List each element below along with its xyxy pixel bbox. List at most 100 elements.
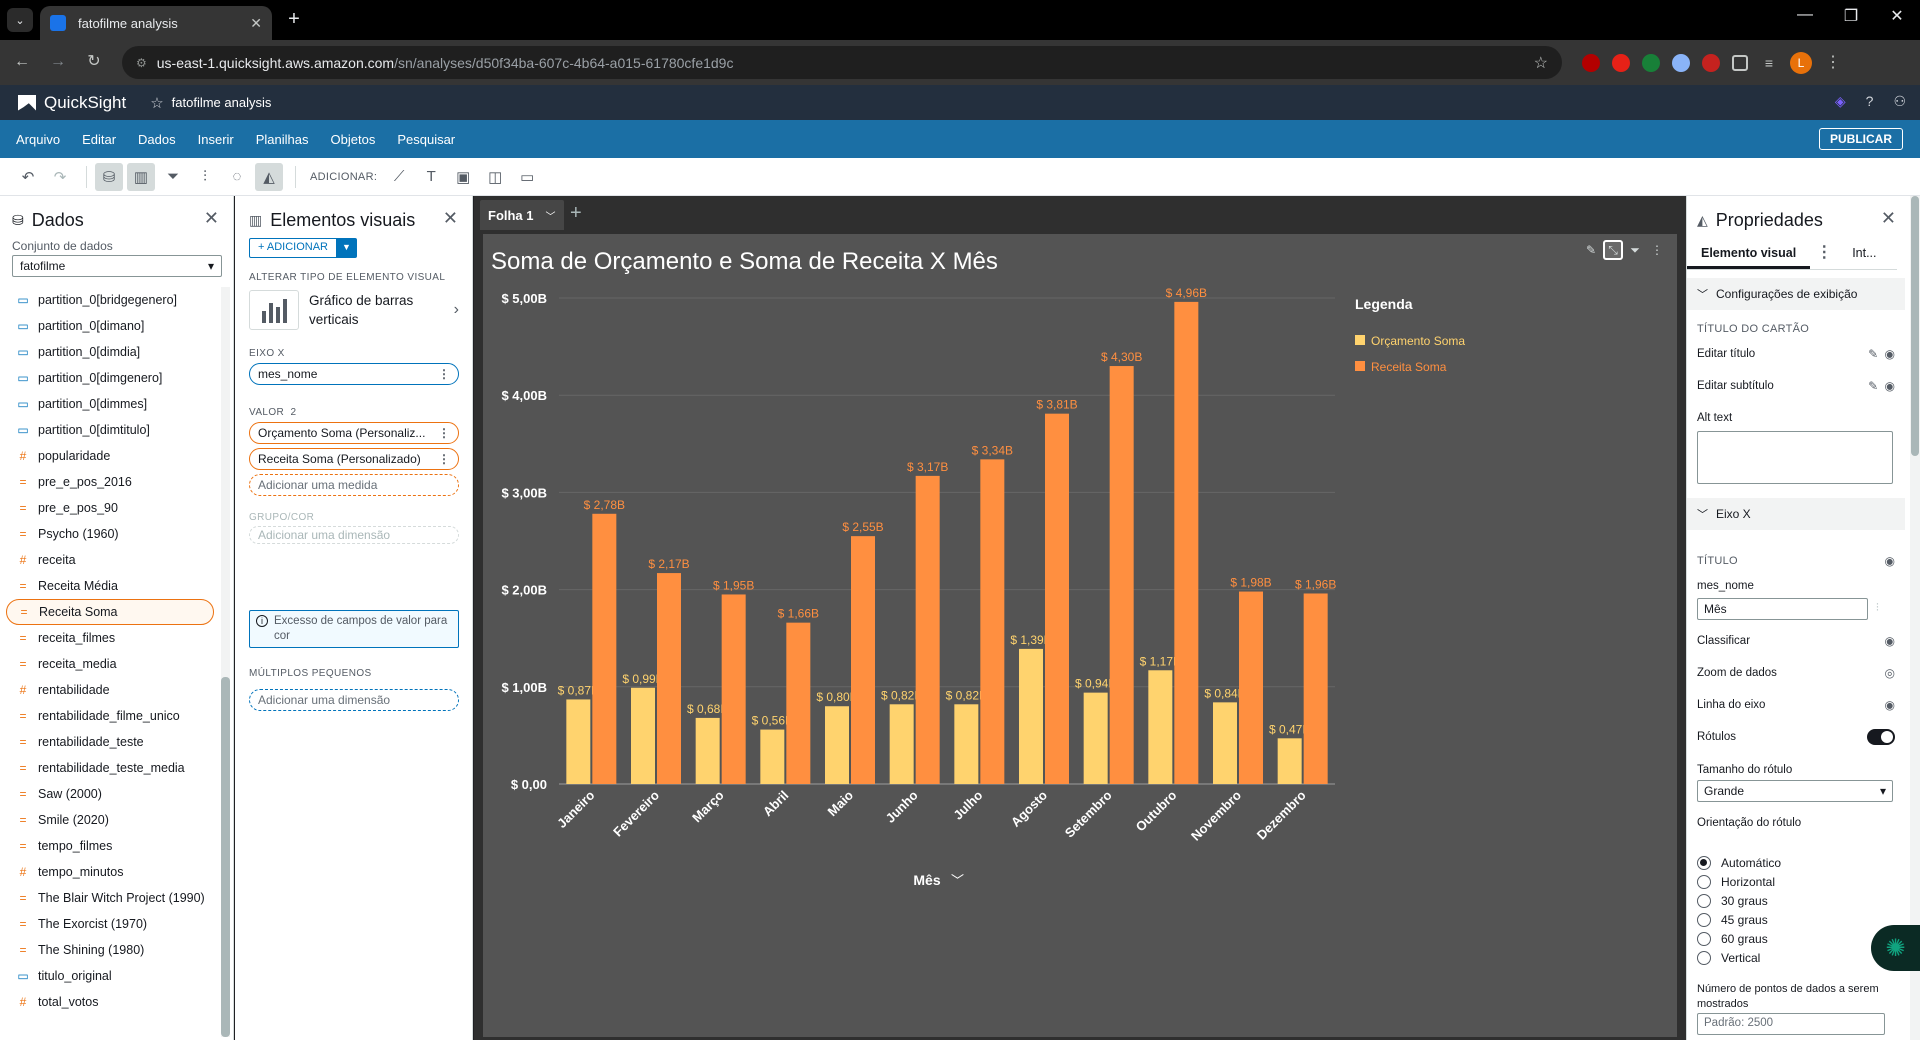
field-item[interactable]: = receita_filmes <box>6 625 214 651</box>
field-menu-icon[interactable]: ⋮ <box>438 426 450 440</box>
tab-visual[interactable]: Elemento visual <box>1687 242 1811 269</box>
field-item[interactable]: = pre_e_pos_2016 <box>6 469 214 495</box>
orientation-radio[interactable]: 45 graus <box>1697 913 1768 927</box>
eye-icon[interactable]: ◉ <box>1884 634 1895 648</box>
insights-icon[interactable]: ◌ <box>232 168 242 185</box>
parameters-icon[interactable]: ⫶ <box>203 168 207 185</box>
minimize-window-button[interactable]: — <box>1797 6 1813 23</box>
pencil-icon[interactable]: ✎ <box>1868 379 1879 393</box>
add-text-icon[interactable]: T <box>426 168 436 185</box>
radio-button[interactable] <box>1697 932 1711 946</box>
field-item[interactable]: ▭ partition_0[dimtitulo] <box>6 417 214 443</box>
undo-icon[interactable]: ↶ <box>21 168 35 186</box>
assistant-floating-button[interactable]: ✺ <box>1871 925 1920 971</box>
properties-pane-icon[interactable]: ◭ <box>255 162 283 191</box>
x-axis-section[interactable]: ﹀ Eixo X <box>1687 498 1905 530</box>
caret-down-icon[interactable]: ▼ <box>337 238 357 258</box>
add-visual-icon[interactable]: ⟋ <box>393 168 405 185</box>
add-control-icon[interactable]: ▭ <box>520 168 535 186</box>
field-item[interactable]: = Psycho (1960) <box>6 521 214 547</box>
field-item[interactable]: ▭ partition_0[dimdia] <box>6 339 214 365</box>
field-item[interactable]: = The Shining (1980) <box>6 937 214 963</box>
labels-toggle[interactable] <box>1867 729 1895 745</box>
add-small-multiples-dimension[interactable]: Adicionar uma dimensão <box>249 689 459 711</box>
field-item[interactable]: ▭ partition_0[dimmes] <box>6 391 214 417</box>
orientation-radio[interactable]: 30 graus <box>1697 894 1768 908</box>
eye-off-icon[interactable]: ◎ <box>1884 666 1895 680</box>
field-item[interactable]: = rentabilidade_teste_media <box>6 755 214 781</box>
redo-icon[interactable]: ↷ <box>53 168 67 186</box>
filter-icon[interactable]: ⏷ <box>166 168 179 185</box>
block-extension-icon[interactable] <box>1702 53 1720 72</box>
radio-button[interactable] <box>1697 875 1711 889</box>
field-item[interactable]: = rentabilidade_teste <box>6 729 214 755</box>
field-item[interactable]: # total_votos <box>6 989 214 1015</box>
field-item[interactable]: = The Blair Witch Project (1990) <box>6 885 214 911</box>
close-tab-icon[interactable]: ✕ <box>250 14 262 31</box>
eye-icon[interactable]: ◉ <box>1884 379 1895 393</box>
ublock-extension-icon[interactable] <box>1582 53 1600 72</box>
field-item[interactable]: # receita <box>6 547 214 573</box>
back-button[interactable]: ← <box>14 53 30 70</box>
restore-window-button[interactable]: ❐ <box>1843 8 1859 25</box>
sheet-tab[interactable]: Folha 1 ﹀ <box>480 200 564 230</box>
menu-pesquisar[interactable]: Pesquisar <box>397 131 456 147</box>
field-item[interactable]: = rentabilidade_filme_unico <box>6 703 214 729</box>
format-visual-icon[interactable]: ✎ <box>1585 243 1597 257</box>
field-item[interactable]: # tempo_minutos <box>6 859 214 885</box>
properties-scrollbar[interactable] <box>1910 196 1920 1040</box>
field-item[interactable]: # rentabilidade <box>6 677 214 703</box>
add-measure-drop-target[interactable]: Adicionar uma medida <box>249 474 459 496</box>
new-tab-button[interactable]: + <box>288 8 300 30</box>
add-image-icon[interactable]: ▣ <box>456 168 471 186</box>
add-sheet-button[interactable]: + <box>570 202 582 224</box>
pencil-icon[interactable]: ✎ <box>1868 347 1879 361</box>
label-size-select[interactable]: Grande ▾ <box>1697 780 1893 802</box>
site-info-icon[interactable]: ⚙ <box>136 55 147 70</box>
profile-avatar[interactable]: L <box>1790 51 1812 74</box>
blue-extension-icon[interactable] <box>1672 53 1690 72</box>
field-item[interactable]: ▭ titulo_original <box>6 963 214 989</box>
radio-button[interactable] <box>1697 913 1711 927</box>
address-bar[interactable]: ⚙ us-east-1.quicksight.aws.amazon.com/sn… <box>122 46 1562 79</box>
value-field-pill-revenue[interactable]: Receita Soma (Personalizado) ⋮ <box>249 448 459 470</box>
dataset-select[interactable]: fatofilme ▾ <box>12 255 222 277</box>
field-item[interactable]: = pre_e_pos_90 <box>6 495 214 521</box>
add-visual-button[interactable]: + ADICIONAR ▼ <box>249 238 357 258</box>
field-item[interactable]: # popularidade <box>6 443 214 469</box>
radio-button[interactable] <box>1697 856 1711 870</box>
extensions-puzzle-icon[interactable] <box>1732 54 1748 71</box>
field-item[interactable]: = Receita Soma <box>6 599 214 625</box>
visual-type-selector[interactable]: Gráfico de barras verticais › <box>249 288 459 332</box>
collapse-visual-icon[interactable]: ⤡ <box>1603 240 1623 260</box>
alt-text-input[interactable] <box>1697 431 1893 484</box>
quicksight-brand[interactable]: QuickSight <box>44 92 127 112</box>
help-icon[interactable]: ? <box>1865 93 1874 109</box>
orientation-radio[interactable]: 60 graus <box>1697 932 1768 946</box>
menu-objetos[interactable]: Objetos <box>330 131 376 147</box>
visuals-pane-icon[interactable]: ▥ <box>127 162 155 191</box>
eye-icon[interactable]: ◉ <box>1884 554 1895 568</box>
field-item[interactable]: = The Exorcist (1970) <box>6 911 214 937</box>
field-item[interactable]: = tempo_filmes <box>6 833 214 859</box>
forward-button[interactable]: → <box>50 53 66 70</box>
menu-planilhas[interactable]: Planilhas <box>255 131 309 147</box>
close-window-button[interactable]: ✕ <box>1890 8 1904 25</box>
menu-inserir[interactable]: Inserir <box>197 131 234 147</box>
orientation-radio[interactable]: Vertical <box>1697 951 1760 965</box>
value-field-pill-budget[interactable]: Orçamento Soma (Personaliz... ⋮ <box>249 422 459 444</box>
visual-more-icon[interactable]: ⋮ <box>1651 243 1663 257</box>
menu-arquivo[interactable]: Arquivo <box>16 131 61 147</box>
menu-editar[interactable]: Editar <box>82 131 117 147</box>
visual-filter-icon[interactable]: ⏷ <box>1630 242 1640 257</box>
reload-button[interactable]: ↻ <box>87 53 101 70</box>
radio-button[interactable] <box>1697 894 1711 908</box>
orientation-radio[interactable]: Automático <box>1697 856 1781 870</box>
field-item[interactable]: = Saw (2000) <box>6 781 214 807</box>
eye-icon[interactable]: ◉ <box>1884 347 1895 361</box>
field-item[interactable]: ▭ partition_0[dimgenero] <box>6 365 214 391</box>
data-points-input[interactable]: Padrão: 2500 <box>1697 1013 1885 1035</box>
q-assistant-icon[interactable]: ◈ <box>1834 93 1846 109</box>
add-visual-label[interactable]: + ADICIONAR <box>249 238 337 258</box>
x-axis-title-input[interactable]: Mês <box>1697 598 1868 620</box>
